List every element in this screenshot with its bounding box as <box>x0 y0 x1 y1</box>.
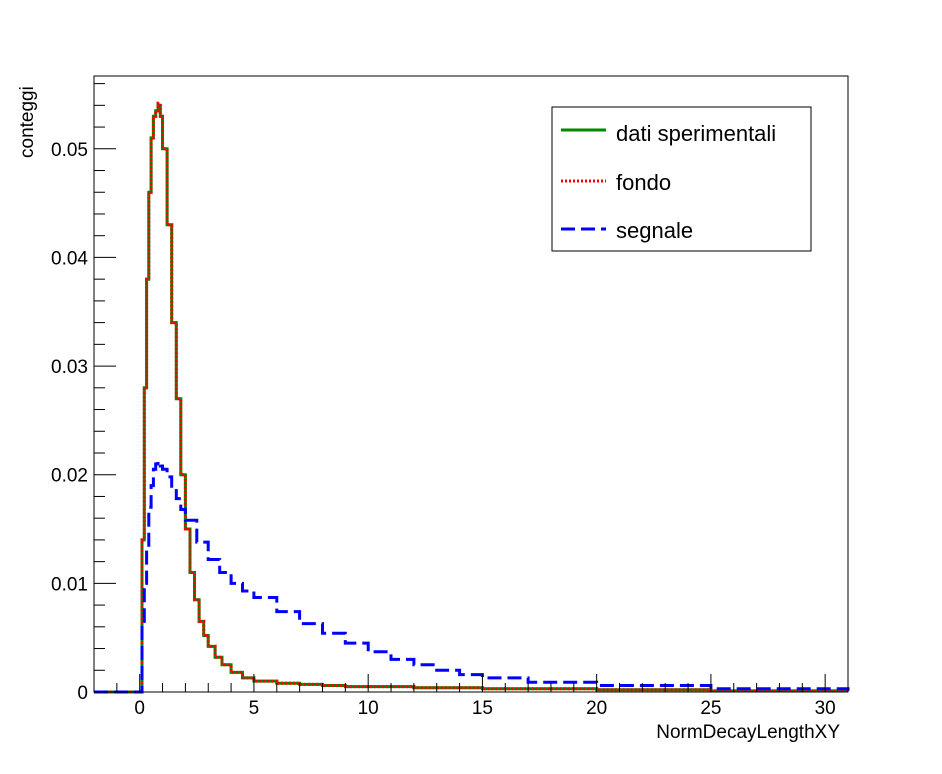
y-tick-label: 0.03 <box>51 357 88 378</box>
x-tick-label: 20 <box>586 698 607 719</box>
y-axis-title: conteggi <box>17 86 38 158</box>
x-axis-ticks: 0 5 10 15 20 25 30 <box>93 674 849 719</box>
series-fondo-line <box>94 101 848 694</box>
legend-label-segnale: segnale <box>616 218 693 243</box>
series-segnale-line <box>94 460 850 694</box>
y-tick-label: 0.04 <box>51 248 88 269</box>
x-tick-label: 10 <box>358 698 379 719</box>
legend-label-dati-sperimentali: dati sperimentali <box>616 121 776 146</box>
series-layer <box>94 101 850 694</box>
y-tick-label: 0 <box>77 683 88 704</box>
x-tick-label: 5 <box>249 698 260 719</box>
plot-frame <box>93 75 849 693</box>
legend: dati sperimentali fondo segnale <box>551 106 812 252</box>
y-axis-ticks: 0 0.01 0.02 0.03 0.04 0.05 <box>51 83 116 704</box>
x-axis-title: NormDecayLengthXY <box>656 722 840 743</box>
x-tick-label: 30 <box>815 698 836 719</box>
legend-label-fondo: fondo <box>616 170 671 195</box>
x-tick-label: 25 <box>700 698 721 719</box>
y-tick-label: 0.05 <box>51 140 88 161</box>
x-tick-label: 0 <box>134 698 145 719</box>
y-tick-label: 0.02 <box>51 466 88 487</box>
y-tick-label: 0.01 <box>51 574 88 595</box>
x-tick-label: 15 <box>472 698 493 719</box>
